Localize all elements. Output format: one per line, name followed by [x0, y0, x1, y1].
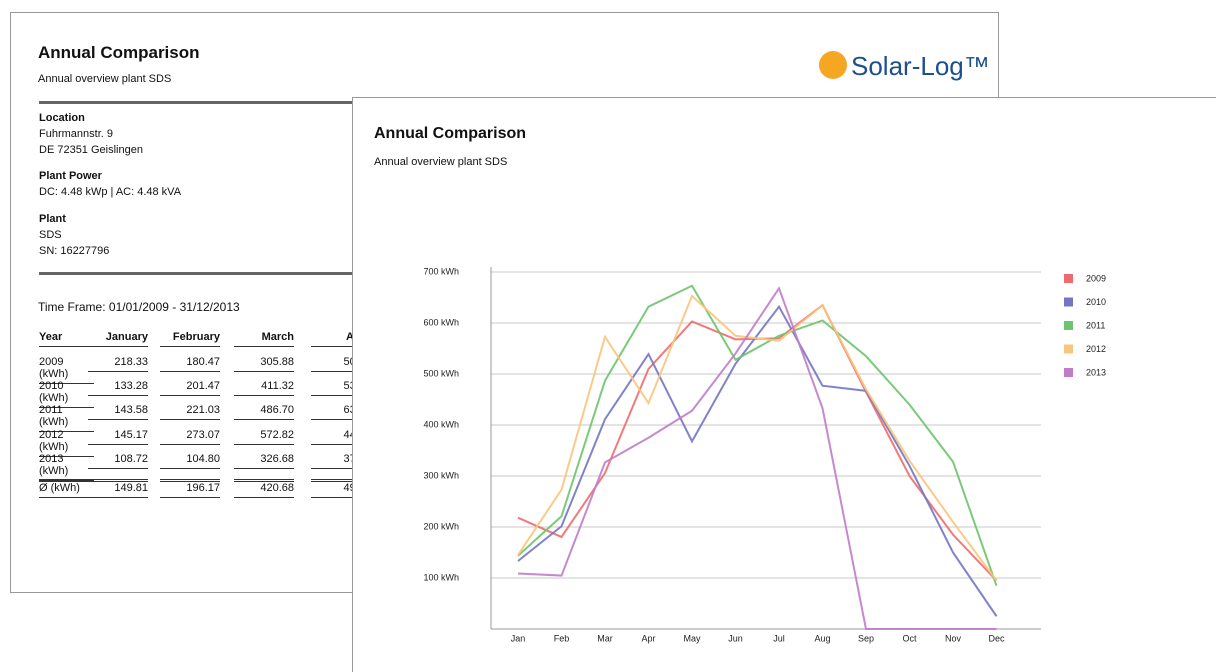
text: SDS: [39, 229, 62, 241]
x-tick-label: Dec: [988, 633, 1005, 643]
chart-title: Annual Comparison: [374, 125, 527, 142]
table-cell: 196.17: [160, 479, 220, 498]
table-cell: 420.68: [234, 479, 294, 498]
x-tick-label: Sep: [858, 633, 874, 643]
legend-swatch: [1064, 344, 1073, 354]
chart-subtitle: Annual overview plant SDS: [374, 156, 508, 168]
table-cell: 326.68: [234, 453, 294, 469]
x-tick-label: Aug: [814, 633, 830, 643]
table-cell: 411.32: [234, 380, 294, 396]
legend-label: 2013: [1086, 367, 1106, 377]
table-cell: Ø (kWh): [39, 479, 94, 498]
table-cell: 2010 (kWh): [39, 380, 94, 408]
logo: Solar-Log™: [819, 51, 990, 82]
table-header: February: [160, 331, 220, 347]
y-tick-label: 500 kWh: [423, 368, 459, 378]
title: Annual Comparison: [38, 43, 200, 62]
table-cell: 180.47: [160, 356, 220, 372]
front-page: Annual Comparison Annual overview plant …: [352, 97, 1216, 672]
legend-label: 2009: [1086, 273, 1106, 283]
legend-label: 2010: [1086, 297, 1106, 307]
table-cell: 572.82: [234, 429, 294, 445]
table-cell: 305.88: [234, 356, 294, 372]
line: [517, 284, 998, 586]
table-cell: 108.72: [88, 453, 148, 469]
time-frame: Time Frame: 01/01/2009 - 31/12/2013: [38, 300, 240, 314]
table-header: Year: [39, 331, 94, 347]
table-cell: 104.80: [160, 453, 220, 469]
y-tick-label: 100 kWh: [423, 572, 459, 582]
y-tick-label: 400 kWh: [423, 419, 459, 429]
table-cell: 2012 (kWh): [39, 429, 94, 457]
legend-swatch: [1064, 274, 1073, 283]
x-tick-label: Oct: [902, 633, 917, 643]
table-cell: 133.28: [88, 380, 148, 396]
table-cell: 2009 (kWh): [39, 356, 94, 384]
legend-label: 2012: [1086, 344, 1106, 354]
y-tick-label: 700 kWh: [423, 266, 459, 276]
x-tick-label: Jul: [773, 633, 785, 643]
x-tick-label: Jun: [728, 633, 743, 643]
text: Fuhrmannstr. 9: [39, 128, 113, 140]
y-tick-label: 200 kWh: [423, 521, 459, 531]
line: [517, 303, 998, 582]
text: DC: 4.48 kWp | AC: 4.48 kVA: [39, 186, 182, 198]
line: [517, 286, 997, 630]
logo-text: Solar-Log™: [851, 51, 990, 81]
text: SN: 16227796: [39, 245, 110, 257]
x-tick-label: Nov: [945, 633, 962, 643]
table-cell: 2013 (kWh): [39, 453, 94, 481]
y-tick-label: 600 kWh: [423, 317, 459, 327]
x-tick-label: Feb: [554, 633, 570, 643]
x-tick-label: Jan: [511, 633, 526, 643]
line: [517, 294, 998, 582]
text: DE 72351 Geislingen: [39, 144, 143, 156]
table-header: January: [88, 331, 148, 347]
legend-swatch: [1064, 321, 1073, 330]
line: [517, 304, 998, 617]
legend-label: 2011: [1086, 320, 1105, 330]
chart: 100 kWh 200 kWh 300 kWh 400 kWh 500 kWh 600 k…: [423, 266, 1106, 643]
legend-swatch: [1064, 368, 1073, 377]
legend-swatch: [1064, 297, 1073, 307]
label: Plant Power: [39, 170, 102, 182]
x-tick-label: May: [683, 633, 701, 643]
x-tick-label: Mar: [597, 633, 613, 643]
table-header: March: [234, 331, 294, 347]
subtitle: Annual overview plant SDS: [38, 73, 172, 85]
table-cell: 143.58: [88, 404, 148, 420]
table-cell: 2011 (kWh): [39, 404, 94, 432]
label: Plant: [39, 213, 66, 225]
table-cell: 221.03: [160, 404, 220, 420]
table-cell: 145.17: [88, 429, 148, 445]
table-cell: 273.07: [160, 429, 220, 445]
label: Location: [39, 112, 85, 124]
table-cell: 486.70: [234, 404, 294, 420]
table-cell: 201.47: [160, 380, 220, 396]
table-cell: 149.81: [88, 479, 148, 498]
x-tick-label: Apr: [641, 633, 655, 643]
y-tick-label: 300 kWh: [423, 470, 459, 480]
table-cell: 218.33: [88, 356, 148, 372]
